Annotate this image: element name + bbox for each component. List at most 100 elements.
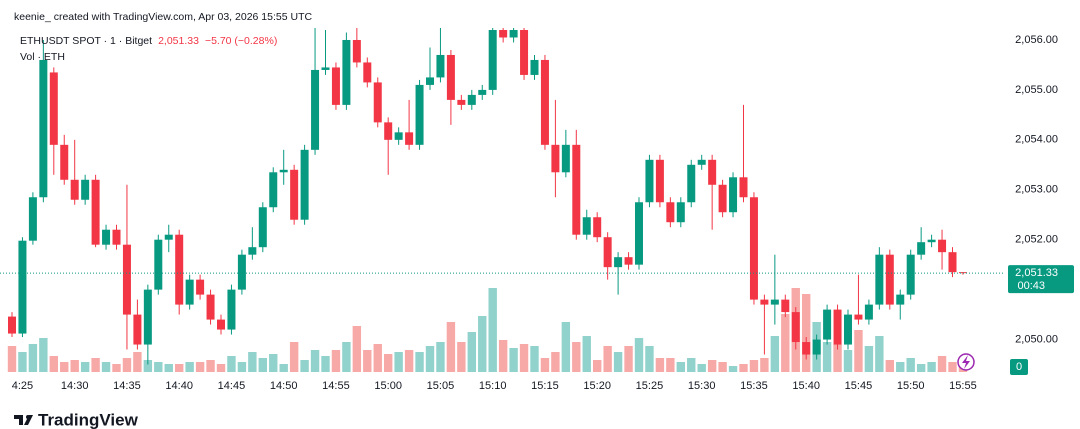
x-tick-label: 15:30 <box>688 380 716 392</box>
volume-bar <box>352 326 362 372</box>
volume-bar <box>770 336 780 372</box>
candle-body <box>60 144 69 180</box>
legend-change: −5.70 (−0.28%) <box>205 35 277 47</box>
volume-bar <box>593 360 602 372</box>
candle-body <box>509 29 518 38</box>
candle-body <box>812 339 821 355</box>
volume-bar <box>300 360 309 372</box>
volume-bar <box>906 358 915 372</box>
volume-bar <box>175 364 184 372</box>
candle-body <box>614 257 623 268</box>
volume-bar <box>551 352 560 372</box>
footer-logo[interactable]: TradingView <box>14 410 139 429</box>
plot-area <box>0 28 1005 372</box>
y-tick-label: 2,055.00 <box>1015 84 1058 96</box>
x-tick-label: 15:20 <box>583 380 611 392</box>
volume-bar <box>457 342 466 372</box>
candle-body <box>666 202 675 223</box>
y-tick-label: 2,054.00 <box>1015 134 1058 146</box>
y-tick-label: 2,050.00 <box>1015 333 1058 345</box>
caption: keenie_ created with TradingView.com, Ap… <box>14 11 312 23</box>
volume-tick-label: 0 <box>1016 361 1022 373</box>
volume-bar <box>603 346 612 372</box>
candle-body <box>488 29 497 90</box>
volume-bar <box>143 360 153 372</box>
volume-bar <box>488 288 497 372</box>
volume-bar <box>833 344 842 372</box>
candle-body <box>49 72 58 145</box>
candle-body <box>217 319 225 330</box>
x-tick-label: 14:40 <box>165 380 193 392</box>
volume-bar <box>582 336 591 372</box>
x-tick-label: 14:30 <box>61 380 89 392</box>
volume-bar <box>498 340 508 372</box>
legend: ETHUSDT SPOT · 1 · Bitget 2,051.33 −5.70… <box>20 35 277 63</box>
volume-bar <box>697 364 706 372</box>
candle-body <box>844 314 852 345</box>
candle-body <box>551 144 560 173</box>
volume-bar <box>258 358 267 372</box>
x-tick-label: 15:55 <box>949 380 977 392</box>
candle-body <box>81 179 90 200</box>
x-tick-label: 15:40 <box>792 380 820 392</box>
x-tick-label: 14:55 <box>322 380 350 392</box>
candle-body <box>39 59 48 198</box>
volume-bar <box>446 322 456 372</box>
candle-body <box>875 254 884 305</box>
candle-body <box>258 207 267 248</box>
candle-body <box>593 217 602 238</box>
candle-body <box>603 237 612 268</box>
candle-body <box>948 252 957 273</box>
x-tick-label: 15:45 <box>845 380 873 392</box>
candle-body <box>906 254 915 295</box>
candle-body <box>363 62 372 83</box>
last-price-tag <box>1008 265 1074 294</box>
candle-body <box>384 122 393 140</box>
volume-bar <box>112 364 121 372</box>
candle-body <box>196 279 205 295</box>
brand[interactable]: TradingView <box>38 410 139 429</box>
candle-body <box>781 299 790 313</box>
candle-body <box>499 29 508 38</box>
candle-body <box>520 29 529 75</box>
volume-bar <box>634 338 644 372</box>
x-tick-label: 15:25 <box>636 380 664 392</box>
countdown-label: 00:43 <box>1017 280 1045 292</box>
volume-bar <box>896 362 905 372</box>
candle-body <box>248 247 257 255</box>
candle-body <box>394 132 403 140</box>
volume-bar <box>154 362 163 372</box>
volume-bar <box>613 352 623 372</box>
candle-body <box>624 257 633 265</box>
volume-bar <box>728 366 738 372</box>
candle-body <box>164 234 173 240</box>
candle-body <box>206 294 215 320</box>
candle-body <box>530 59 539 75</box>
candle-body <box>290 169 299 220</box>
volume-bar <box>760 358 769 372</box>
candle-body <box>342 39 351 105</box>
replay-icon[interactable] <box>957 353 975 371</box>
volume-bar <box>645 346 654 372</box>
candle-body <box>864 304 873 320</box>
volume-bar <box>80 362 90 372</box>
y-tick-label: 2,053.00 <box>1015 184 1058 196</box>
volume-bar <box>363 350 372 372</box>
volume-bar <box>843 350 853 372</box>
candle-body <box>823 309 832 340</box>
candle-body <box>729 177 738 213</box>
candle-body <box>8 316 16 334</box>
logo-dot[interactable] <box>26 415 30 419</box>
volume-bar <box>624 346 633 372</box>
volume-bar <box>530 346 539 372</box>
volume-bar <box>195 362 205 372</box>
volume-bar <box>206 360 215 372</box>
replay-bolt[interactable] <box>962 355 970 369</box>
x-tick-label: 15:10 <box>479 380 507 392</box>
candle-body <box>938 239 947 253</box>
volume-bar <box>384 354 393 372</box>
candle-body <box>718 184 727 213</box>
